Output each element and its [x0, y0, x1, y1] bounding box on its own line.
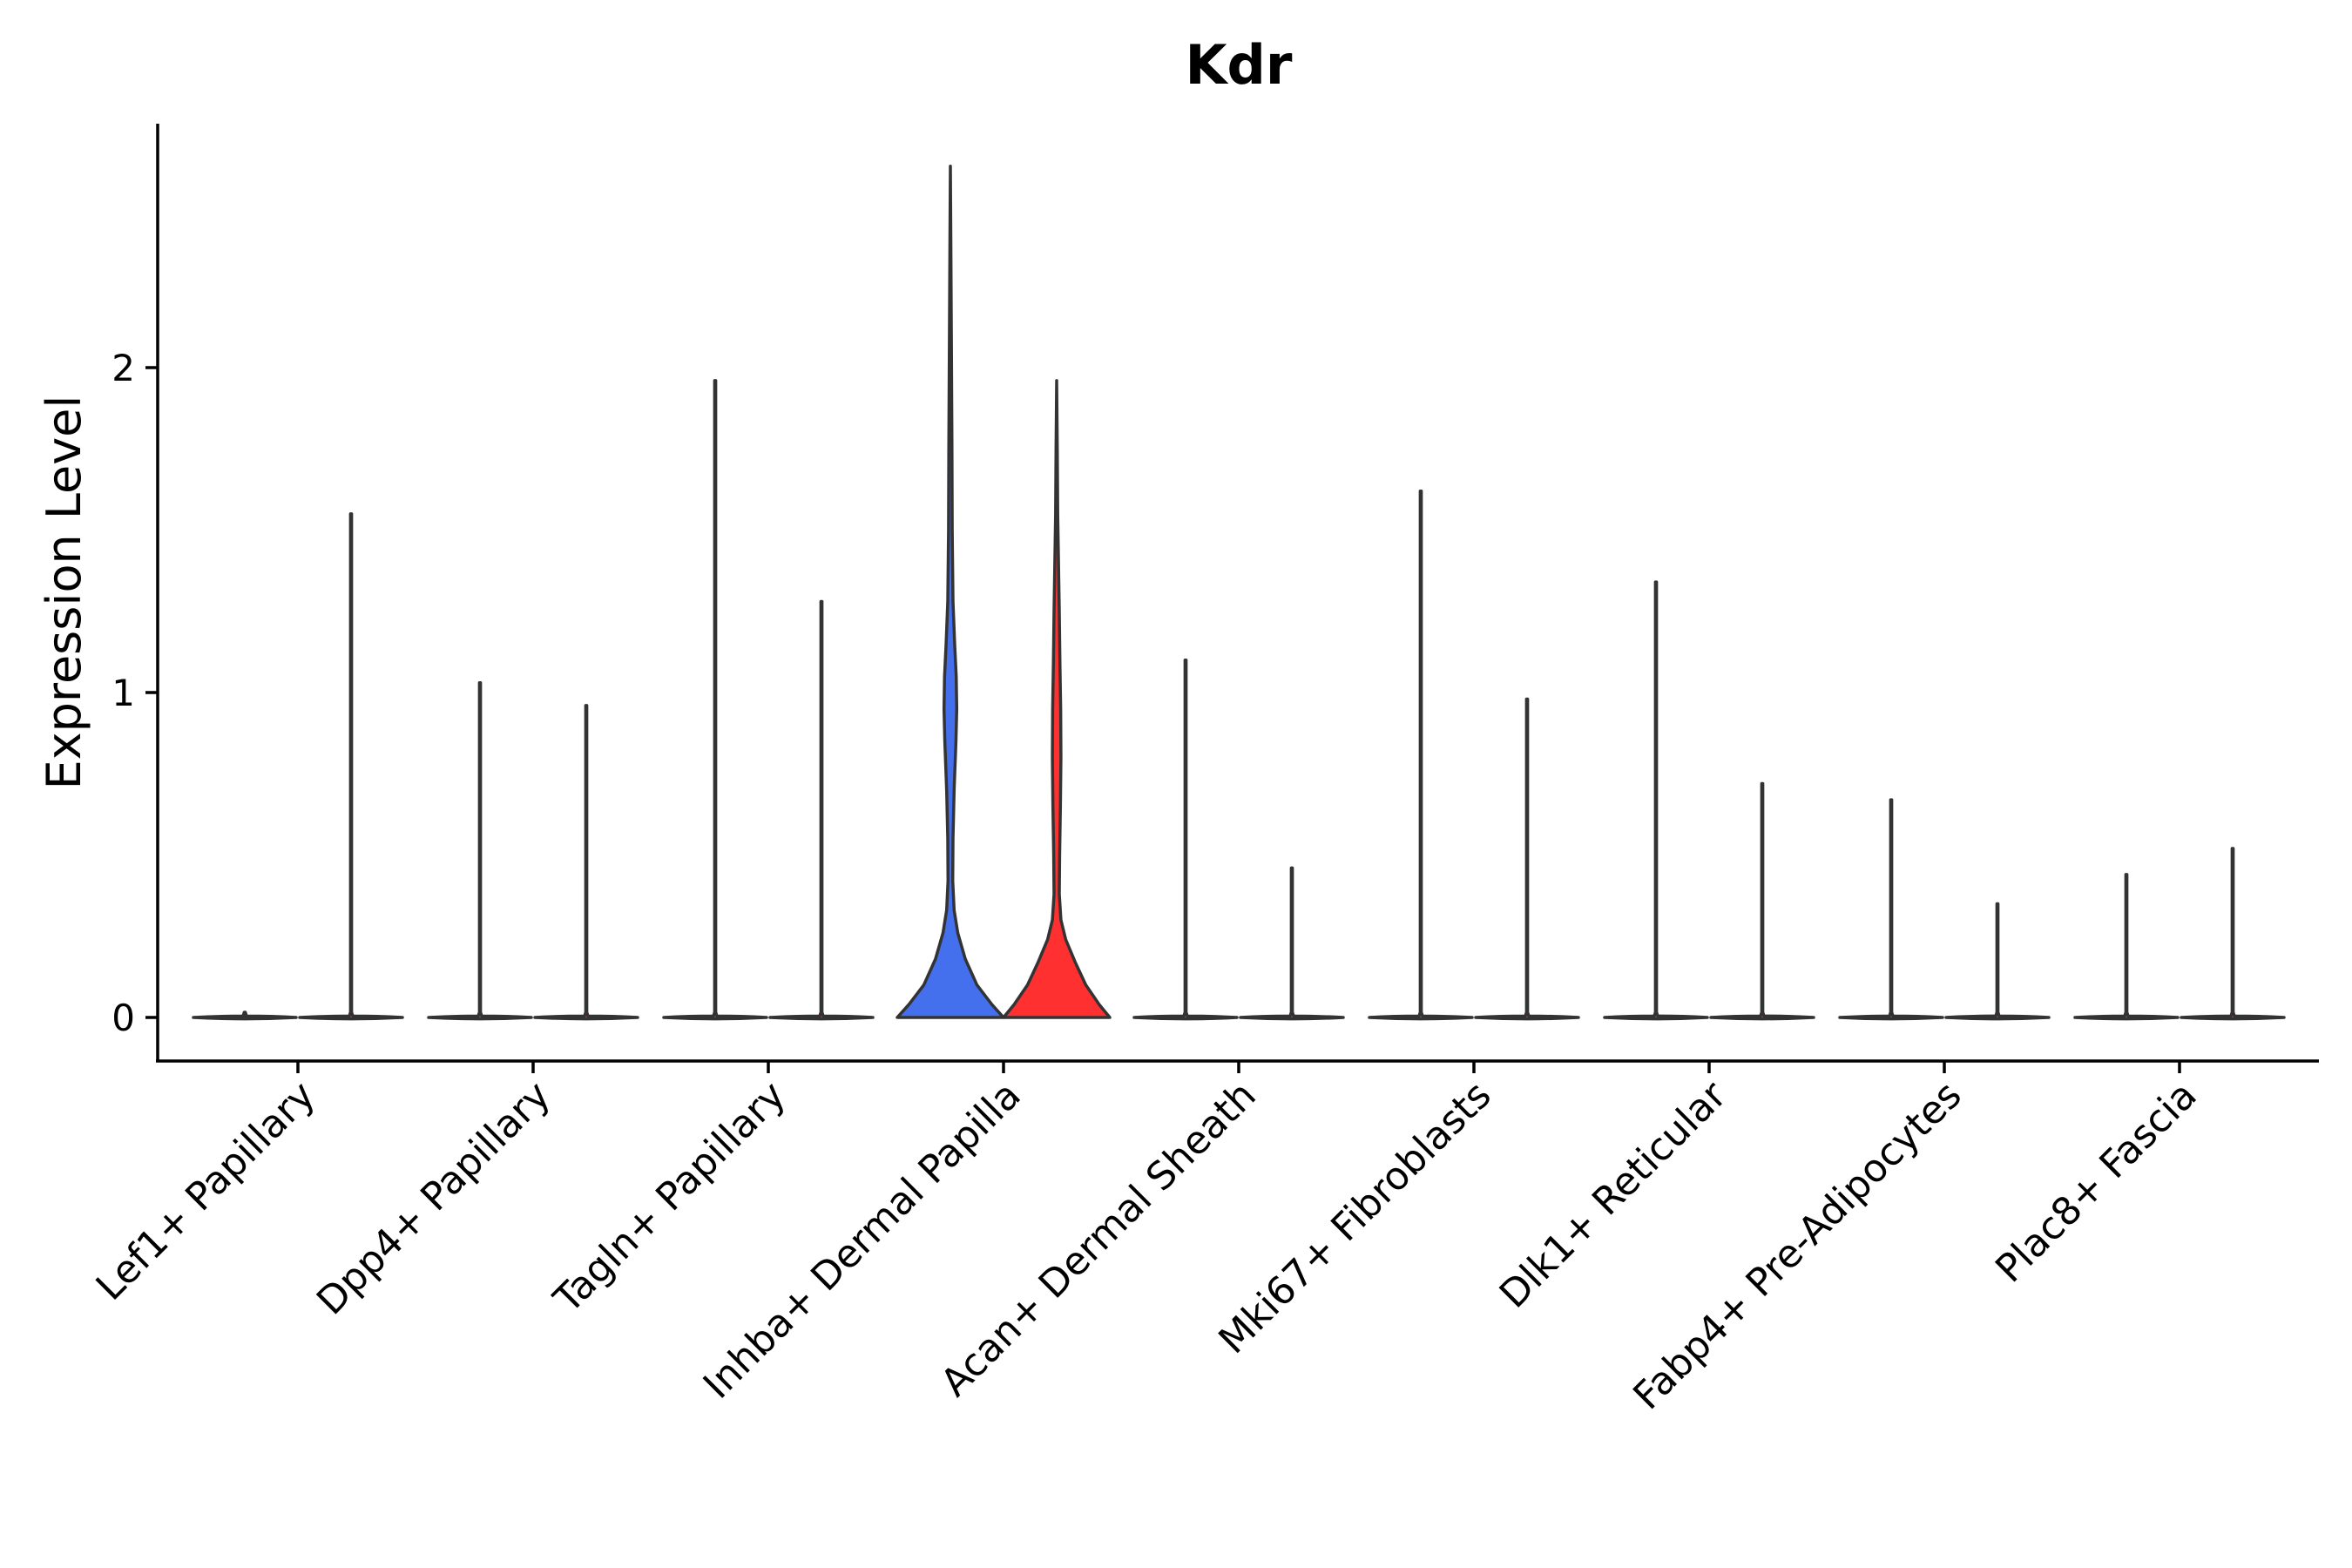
violins-layer [192, 164, 2286, 1021]
x-tick-label: Mki67+ Fibroblasts [1210, 1073, 1499, 1362]
x-tick-label: Plac8+ Fascia [1987, 1073, 2206, 1292]
violin-group2-5 [1239, 866, 1345, 1021]
violin-group2-1 [298, 512, 404, 1021]
y-tick-label: 0 [112, 997, 135, 1039]
violin-group1-6 [1368, 489, 1474, 1021]
violin-group1-2 [427, 681, 533, 1021]
violin-group1-9 [2073, 873, 2180, 1021]
violin-group2-7 [1709, 781, 1815, 1021]
chart-title: Kdr [1185, 33, 1292, 97]
violin-group2-2 [533, 704, 639, 1021]
violin-group1-1 [192, 1010, 298, 1021]
x-tick-label: Lef1+ Papillary [88, 1073, 324, 1309]
violin-group2-4 [1002, 379, 1112, 1019]
y-axis-label: Expression Level [37, 395, 91, 790]
y-tick-label: 1 [112, 672, 135, 714]
violin-group1-3 [662, 379, 768, 1021]
violin-group2-3 [768, 599, 875, 1021]
violin-group2-8 [1944, 902, 2051, 1021]
x-tick-label: Dlk1+ Reticular [1491, 1072, 1736, 1317]
x-tick-label: Dpp4+ Papillary [308, 1073, 559, 1324]
y-ticks: 0 1 2 [112, 347, 158, 1039]
violin-group1-7 [1603, 580, 1709, 1021]
violin-group1-4 [896, 164, 1005, 1019]
y-tick-label: 2 [112, 347, 135, 389]
violin-group2-9 [2180, 847, 2286, 1021]
violin-group1-5 [1132, 658, 1239, 1021]
violin-group2-6 [1474, 697, 1580, 1021]
violin-group1-8 [1838, 798, 1944, 1021]
x-tick-label: Tagln+ Papillary [545, 1073, 794, 1322]
